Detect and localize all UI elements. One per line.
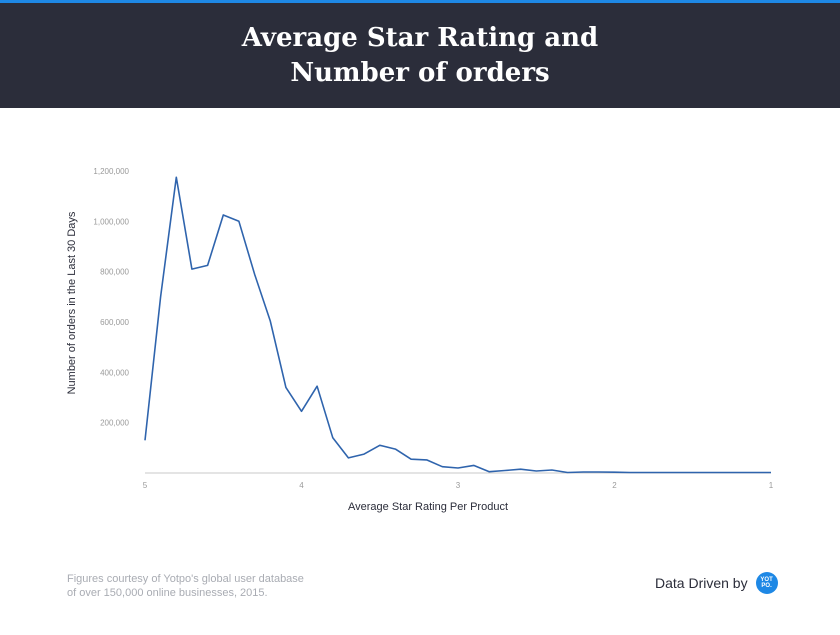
x-tick-label: 5 [143, 481, 148, 490]
x-tick-label: 4 [299, 481, 304, 490]
x-axis-label: Average Star Rating Per Product [348, 501, 508, 513]
y-tick-label: 600,000 [100, 318, 129, 327]
y-axis-label: Number of orders in the Last 30 Days [66, 211, 78, 394]
x-tick-label: 2 [612, 481, 617, 490]
top-accent-bar [0, 0, 840, 3]
chart-title-line-2: Number of orders [290, 57, 550, 88]
x-tick-label: 3 [456, 481, 461, 490]
brand-credit: Data Driven by YOT PO. [655, 572, 778, 594]
source-note-line-1: Figures courtesy of Yotpo's global user … [67, 573, 304, 585]
series-line [144, 176, 771, 474]
chart-title-line-1: Average Star Rating and [241, 22, 599, 53]
y-axis-ticks: 200,000 400,000 600,000 800,000 1,000,000 1,2… [93, 167, 129, 428]
logo-text-1: YOT [760, 577, 773, 583]
y-tick-label: 1,200,000 [93, 167, 129, 176]
y-tick-label: 1,000,000 [93, 217, 129, 226]
x-tick-label: 1 [769, 481, 774, 490]
brand-text: Data Driven by [655, 575, 748, 591]
x-axis-ticks: 5 4 3 2 1 [143, 481, 774, 490]
logo-text-2: PO. [761, 583, 772, 589]
y-tick-label: 800,000 [100, 268, 129, 277]
source-note: Figures courtesy of Yotpo's global user … [67, 572, 304, 600]
y-tick-label: 400,000 [100, 368, 129, 377]
line-chart: 200,000 400,000 600,000 800,000 1,000,000 1,2… [66, 167, 774, 513]
yotpo-logo-icon: YOT PO. [755, 572, 778, 594]
y-tick-label: 200,000 [100, 419, 129, 428]
series-group [144, 176, 771, 474]
source-note-line-2: of over 150,000 online businesses, 2015. [67, 587, 268, 599]
chart-header: Average Star Rating and Number of orders [0, 3, 840, 108]
